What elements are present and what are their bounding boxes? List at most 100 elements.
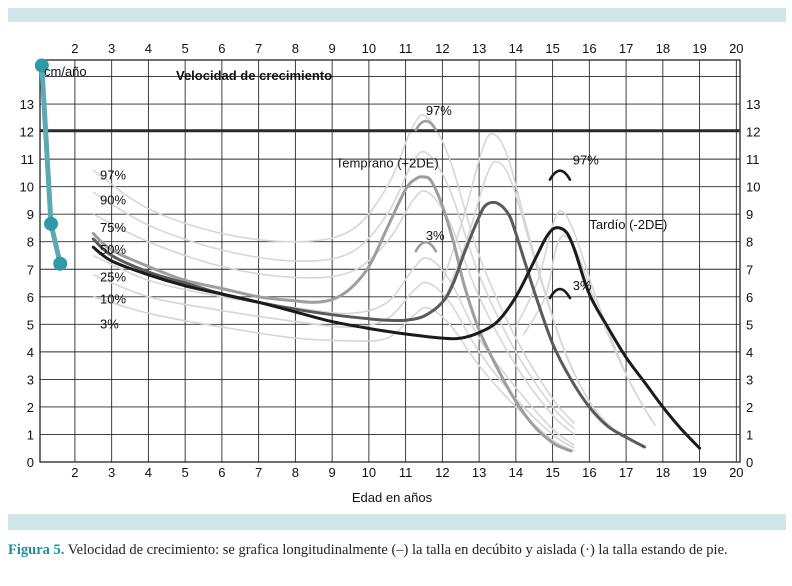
x-tick-label-top: 10 xyxy=(362,41,376,56)
y-tick-label-right: 11 xyxy=(746,152,760,167)
y-tick-label-right: 6 xyxy=(746,290,753,305)
series-group xyxy=(34,58,702,453)
x-tick-label-top: 6 xyxy=(218,41,225,56)
y-tick-label-left: 13 xyxy=(20,97,34,112)
x-tick-label-bottom: 20 xyxy=(729,465,743,480)
y-tick-label-left: 3 xyxy=(27,372,34,387)
x-tick-label-bottom: 8 xyxy=(292,465,299,480)
x-tick-label-top: 18 xyxy=(656,41,670,56)
y-tick-label-right: 0 xyxy=(746,455,753,470)
x-tick-label-bottom: 19 xyxy=(692,465,706,480)
y-tick-label-right: 3 xyxy=(746,372,753,387)
y-tick-label-left: 4 xyxy=(27,345,34,360)
percentile-label: 75% xyxy=(100,220,126,235)
y-tick-label-left: 0 xyxy=(27,455,34,470)
series-line-standing xyxy=(39,63,63,267)
percentile-label: 10% xyxy=(100,292,126,307)
y-tick-label-left: 6 xyxy=(27,290,34,305)
x-tick-label-top: 3 xyxy=(108,41,115,56)
y-tick-label-right: 7 xyxy=(746,262,753,277)
data-point xyxy=(44,216,59,231)
x-tick-label-bottom: 4 xyxy=(145,465,152,480)
y-tick-label-left: 7 xyxy=(27,262,34,277)
y-tick-label-left: 12 xyxy=(20,125,34,140)
x-tick-label-top: 14 xyxy=(509,41,523,56)
x-tick-label-top: 8 xyxy=(292,41,299,56)
percentile-label: 97% xyxy=(100,168,126,183)
annotation-label: Tardío (-2DE) xyxy=(589,217,667,232)
x-tick-label-top: 9 xyxy=(329,41,336,56)
x-tick-label-top: 2 xyxy=(71,41,78,56)
top-decorative-band xyxy=(8,8,786,22)
x-tick-label-bottom: 12 xyxy=(435,465,449,480)
figure-caption-text: Velocidad de crecimiento: se grafica lon… xyxy=(67,542,728,558)
annotation-label: Temprano (+2DE) xyxy=(336,155,439,170)
percentile-curve xyxy=(92,254,576,447)
y-tick-label-right: 5 xyxy=(746,317,753,332)
percentile-arc xyxy=(414,119,438,132)
y-tick-label-right: 8 xyxy=(746,235,753,250)
percentile-label: 3% xyxy=(100,316,119,331)
y-tick-label-left: 8 xyxy=(27,235,34,250)
percentile-label: 50% xyxy=(100,242,126,257)
x-tick-label-top: 16 xyxy=(582,41,596,56)
y-tick-label-left: 9 xyxy=(27,207,34,222)
data-point xyxy=(34,58,49,73)
percentile-label: 90% xyxy=(100,192,126,207)
figure-caption: Figura 5. Velocidad de crecimiento: se g… xyxy=(8,540,786,560)
x-tick-label-bottom: 15 xyxy=(545,465,559,480)
x-tick-label-bottom: 18 xyxy=(656,465,670,480)
x-tick-label-bottom: 17 xyxy=(619,465,633,480)
x-tick-label-top: 5 xyxy=(182,41,189,56)
chart-grid xyxy=(39,59,741,463)
x-tick-label-top: 7 xyxy=(255,41,262,56)
annotation-label: 97% xyxy=(573,153,599,168)
percentile-curve xyxy=(93,274,576,449)
x-tick-label-bottom: 9 xyxy=(329,465,336,480)
y-tick-label-right: 10 xyxy=(746,180,760,195)
x-tick-label-bottom: 14 xyxy=(509,465,523,480)
percentile-curve xyxy=(92,189,576,436)
y-tick-label-right: 12 xyxy=(746,125,760,140)
annotation-label: 97% xyxy=(426,103,452,118)
plot-frame xyxy=(39,59,741,463)
y-axis-label: cm/año xyxy=(44,64,87,79)
x-tick-label-top: 20 xyxy=(729,41,743,56)
percentile-curve xyxy=(93,296,575,452)
y-tick-label-left: 2 xyxy=(27,400,34,415)
y-tick-label-right: 13 xyxy=(746,97,760,112)
bottom-decorative-band xyxy=(8,514,786,530)
annotation-label: 3% xyxy=(573,278,592,293)
y-tick-label-left: 10 xyxy=(20,180,34,195)
y-tick-label-right: 2 xyxy=(746,400,753,415)
x-tick-label-top: 17 xyxy=(619,41,633,56)
y-tick-label-left: 5 xyxy=(27,317,34,332)
annotation-group: 97% 3% Temprano (+2DE) 97% Tardío (-2DE) 3% 97… xyxy=(100,103,667,331)
x-tick-label-top: 4 xyxy=(145,41,152,56)
x-tick-label-bottom: 7 xyxy=(255,465,262,480)
chart-title: Velocidad de crecimiento xyxy=(176,68,332,83)
y-tick-label-left: 1 xyxy=(27,427,34,442)
x-axis-label: Edad en años xyxy=(352,490,433,505)
x-tick-label-bottom: 16 xyxy=(582,465,596,480)
percentile-curve xyxy=(92,150,576,430)
x-tick-label-top: 15 xyxy=(545,41,559,56)
x-tick-label-top: 12 xyxy=(435,41,449,56)
y-tick-label-right: 9 xyxy=(746,207,753,222)
percentile-arc xyxy=(548,287,572,300)
x-tick-label-bottom: 13 xyxy=(472,465,486,480)
y-tick-label-left: 11 xyxy=(21,152,35,167)
percentile-label: 25% xyxy=(100,270,126,285)
x-tick-label-bottom: 5 xyxy=(182,465,189,480)
x-tick-label-bottom: 6 xyxy=(218,465,225,480)
data-point xyxy=(53,256,68,271)
y-tick-label-right: 4 xyxy=(746,345,753,360)
annotation-label: 3% xyxy=(426,228,445,243)
series-line xyxy=(91,226,702,450)
percentile-curve xyxy=(445,160,623,438)
growth-velocity-chart: 97%3%Temprano (+2DE) 97%Tardío (-2DE)3%97… xyxy=(20,41,761,505)
tick-labels: 2 3 4 5 6 7 8 9 10 11 12 13 14 15 16 17 18 19 202 3 4 5 6 7 8 9 10… xyxy=(20,41,761,480)
x-tick-label-top: 11 xyxy=(399,41,413,56)
series-line xyxy=(91,175,573,453)
x-tick-label-bottom: 2 xyxy=(71,465,78,480)
